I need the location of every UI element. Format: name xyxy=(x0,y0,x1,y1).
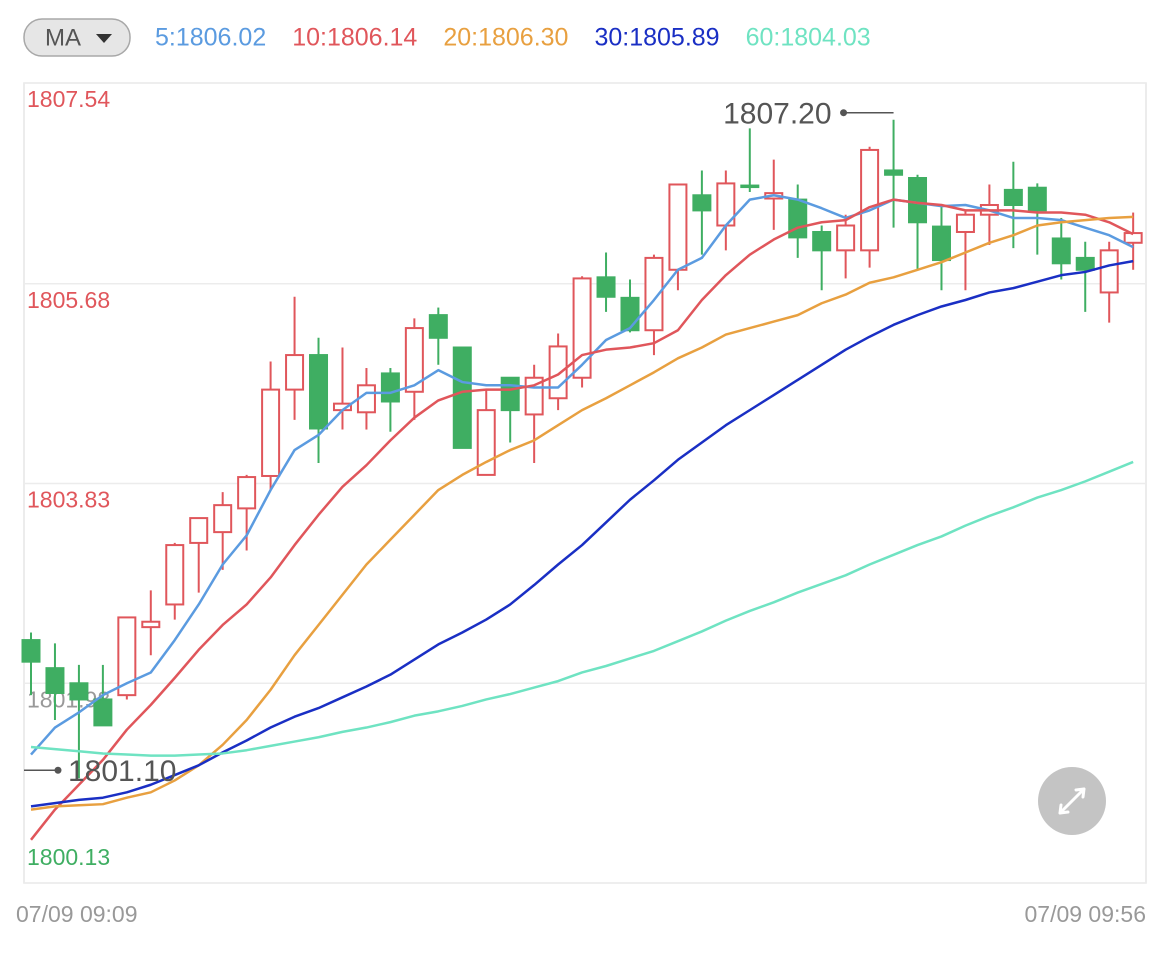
legend-entry: 60:1804.03 xyxy=(746,24,871,52)
candle-body xyxy=(860,148,880,252)
ma-line xyxy=(30,460,1134,757)
candle-body xyxy=(668,183,688,271)
candle-body xyxy=(1099,249,1119,294)
candle-body xyxy=(141,620,161,629)
candle-body xyxy=(548,345,568,400)
legend-entry: 20:1806.30 xyxy=(443,24,568,52)
indicator-label[interactable]: MA xyxy=(45,24,81,51)
ma-line xyxy=(30,198,1134,841)
candle-body xyxy=(21,639,41,663)
max-dot xyxy=(840,109,848,117)
y-tick-label: 1800.13 xyxy=(27,844,110,870)
candle-body xyxy=(237,476,257,510)
candle-body xyxy=(404,327,424,393)
candle-body xyxy=(596,276,616,298)
candle-body xyxy=(812,230,832,252)
candle-body xyxy=(213,504,233,534)
candle-body xyxy=(189,517,209,544)
max-label: 1807.20 xyxy=(723,98,831,131)
y-tick-label: 1803.83 xyxy=(27,487,110,513)
candle-body xyxy=(884,169,904,176)
candle-body xyxy=(1123,232,1143,244)
min-label: 1801.10 xyxy=(68,755,176,788)
candle-body xyxy=(740,184,760,189)
expand-icon[interactable] xyxy=(1058,787,1086,815)
candle-body xyxy=(69,682,89,701)
expand-button[interactable] xyxy=(1038,767,1106,835)
ma-line xyxy=(30,259,1134,808)
y-tick-label: 1807.54 xyxy=(27,86,110,112)
ma-line xyxy=(30,215,1134,811)
indicator-button[interactable]: MA xyxy=(23,18,131,57)
candle-body xyxy=(1075,256,1095,271)
candle-body xyxy=(428,314,448,339)
candle-body xyxy=(380,372,400,403)
legend-entry: 5:1806.02 xyxy=(155,24,266,52)
candle-body xyxy=(644,256,664,332)
candle-body xyxy=(285,354,305,391)
candle-body xyxy=(620,296,640,332)
candle-body xyxy=(1003,188,1023,206)
candles xyxy=(21,119,1143,779)
candle-body xyxy=(117,616,137,697)
indicator-button-bg[interactable] xyxy=(23,18,131,57)
legend-entry: 30:1805.89 xyxy=(594,24,719,52)
candle-body xyxy=(165,544,185,606)
x-tick-label: 07/09 09:56 xyxy=(1024,901,1146,927)
candle-body xyxy=(261,388,281,477)
candle-body xyxy=(572,277,592,379)
candle-body xyxy=(93,698,113,727)
x-tick-label: 07/09 09:09 xyxy=(16,901,138,927)
candle-body xyxy=(309,354,329,430)
candle-body xyxy=(500,376,520,412)
candle-body xyxy=(45,667,65,694)
candle-body xyxy=(1027,186,1047,212)
candle-body xyxy=(836,224,856,252)
legend-entry: 10:1806.14 xyxy=(292,24,417,52)
min-dot xyxy=(54,766,62,774)
y-tick-label: 1805.68 xyxy=(27,287,110,313)
candle-body xyxy=(931,225,951,262)
dropdown-arrow[interactable] xyxy=(96,34,112,43)
candle-body xyxy=(955,213,975,233)
candle-body xyxy=(356,384,376,414)
candle-body xyxy=(1051,237,1071,265)
candle-body xyxy=(452,346,472,449)
candle-body xyxy=(692,194,712,212)
candle-body xyxy=(908,177,928,224)
